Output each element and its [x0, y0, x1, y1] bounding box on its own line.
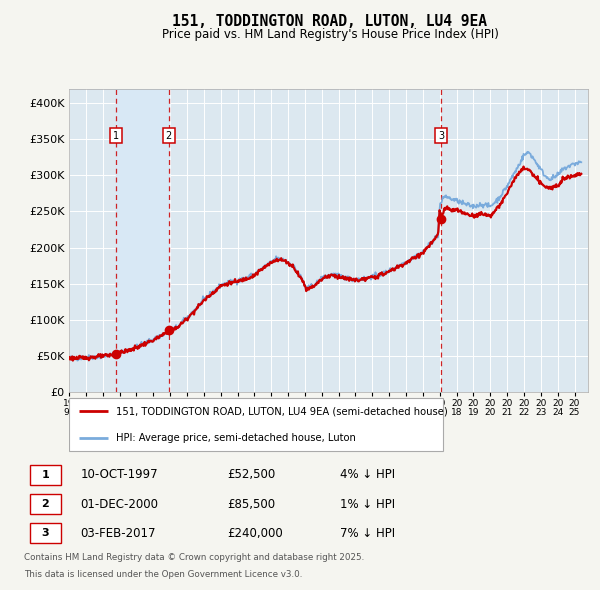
Text: HPI: Average price, semi-detached house, Luton: HPI: Average price, semi-detached house,… [116, 433, 356, 442]
Text: 10-OCT-1997: 10-OCT-1997 [80, 468, 158, 481]
Text: This data is licensed under the Open Government Licence v3.0.: This data is licensed under the Open Gov… [24, 570, 302, 579]
Text: Contains HM Land Registry data © Crown copyright and database right 2025.: Contains HM Land Registry data © Crown c… [24, 553, 364, 562]
Text: 151, TODDINGTON ROAD, LUTON, LU4 9EA: 151, TODDINGTON ROAD, LUTON, LU4 9EA [173, 14, 487, 29]
Text: Price paid vs. HM Land Registry's House Price Index (HPI): Price paid vs. HM Land Registry's House … [161, 28, 499, 41]
Bar [116, 88, 169, 392]
Text: 1% ↓ HPI: 1% ↓ HPI [340, 497, 395, 511]
Text: 151, TODDINGTON ROAD, LUTON, LU4 9EA (semi-detached house): 151, TODDINGTON ROAD, LUTON, LU4 9EA (se… [116, 407, 448, 416]
Text: 03-FEB-2017: 03-FEB-2017 [80, 527, 156, 540]
Text: £52,500: £52,500 [227, 468, 275, 481]
FancyBboxPatch shape [29, 523, 61, 543]
Text: 2: 2 [41, 499, 49, 509]
FancyBboxPatch shape [29, 494, 61, 514]
Text: 1: 1 [113, 130, 119, 140]
Text: 4% ↓ HPI: 4% ↓ HPI [340, 468, 395, 481]
Text: 01-DEC-2000: 01-DEC-2000 [80, 497, 158, 511]
Text: 3: 3 [41, 529, 49, 539]
Text: 3: 3 [438, 130, 444, 140]
Text: 1: 1 [41, 470, 49, 480]
Text: £85,500: £85,500 [227, 497, 275, 511]
Text: 2: 2 [166, 130, 172, 140]
Text: 7% ↓ HPI: 7% ↓ HPI [340, 527, 395, 540]
Text: £240,000: £240,000 [227, 527, 283, 540]
FancyBboxPatch shape [69, 398, 443, 451]
FancyBboxPatch shape [29, 465, 61, 485]
